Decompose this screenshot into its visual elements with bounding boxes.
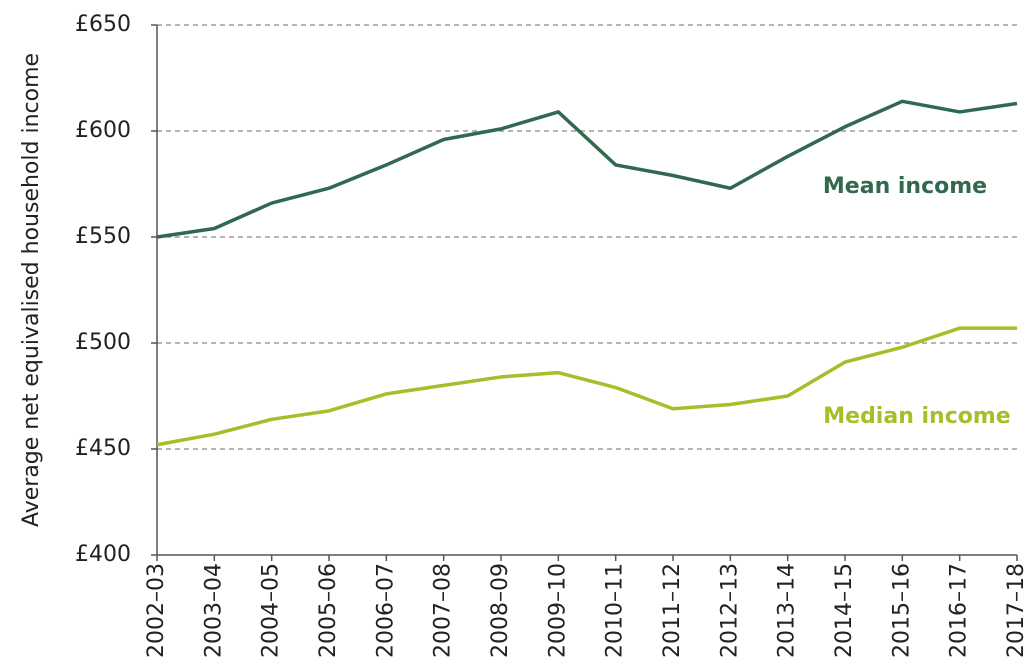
x-tick-label: 2004–05 — [259, 563, 284, 658]
x-tick-label: 2013–14 — [775, 563, 800, 658]
x-tick-label: 2015–16 — [889, 563, 914, 658]
x-tick-label: 2011–12 — [660, 563, 685, 658]
y-tick-label: £400 — [75, 542, 131, 567]
x-tick-label: 2008–09 — [488, 563, 513, 658]
series-label: Mean income — [823, 174, 987, 199]
x-tick-label: 2006–07 — [373, 563, 398, 658]
x-tick-label: 2012–13 — [717, 563, 742, 658]
series-label: Median income — [823, 404, 1010, 429]
x-tick-label: 2003–04 — [201, 563, 226, 658]
x-tick-label: 2005–06 — [316, 563, 341, 658]
y-tick-label: £500 — [75, 330, 131, 355]
x-tick-label: 2009–10 — [545, 563, 570, 658]
x-tick-label: 2014–15 — [832, 563, 857, 658]
x-tick-label: 2002–03 — [144, 563, 169, 658]
x-tick-label: 2017–18 — [1004, 563, 1029, 658]
y-tick-label: £550 — [75, 224, 131, 249]
x-tick-label: 2016–17 — [947, 563, 972, 658]
y-tick-label: £450 — [75, 436, 131, 461]
y-axis-label: Average net equivalised household income — [19, 53, 44, 527]
x-tick-label: 2007–08 — [431, 563, 456, 658]
y-tick-label: £650 — [75, 12, 131, 37]
line — [156, 326, 1017, 447]
x-tick-label: 2010–11 — [603, 563, 628, 658]
line — [156, 99, 1018, 239]
y-tick-label: £600 — [75, 118, 131, 143]
